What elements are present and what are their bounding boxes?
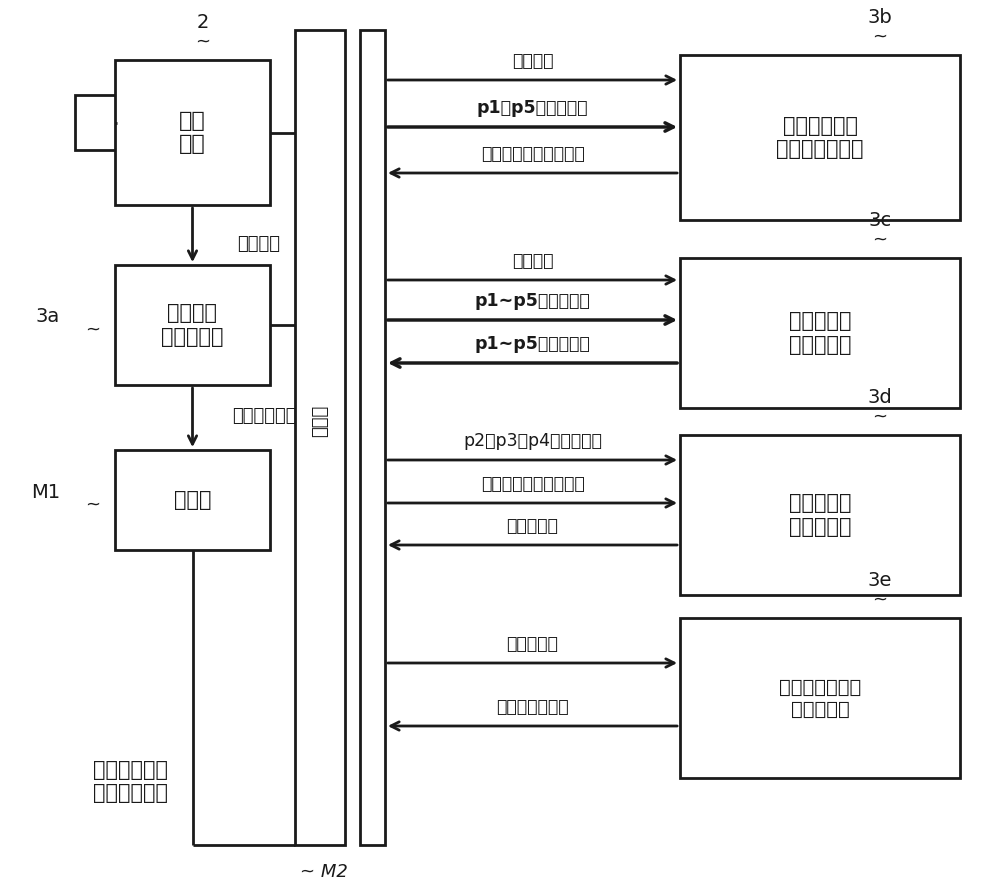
Text: 3c: 3c [868, 211, 892, 229]
Text: 相机参数: 相机参数 [512, 252, 553, 270]
Text: ~ M2: ~ M2 [300, 863, 348, 881]
Text: 3e: 3e [868, 571, 892, 589]
Text: 线传
感器: 线传 感器 [179, 111, 206, 154]
Bar [680, 435, 960, 595]
Text: 磨损截面积: 磨损截面积 [507, 635, 558, 653]
Text: p1~p5的像素位置: p1~p5的像素位置 [475, 292, 590, 310]
Text: p1~p5的实际坐标: p1~p5的实际坐标 [475, 335, 590, 353]
Text: 残留直径相当值: 残留直径相当值 [496, 698, 569, 716]
Text: 磨损截面积
计算处理部: 磨损截面积 计算处理部 [789, 494, 851, 537]
Text: ~: ~ [872, 591, 888, 609]
Bar [680, 618, 960, 778]
Text: 电车线测定用
线传感器图像: 电车线测定用 线传感器图像 [92, 760, 168, 804]
Text: ~: ~ [85, 321, 100, 339]
Text: ~: ~ [85, 496, 100, 514]
Text: 电车线中心的实际坐标: 电车线中心的实际坐标 [481, 145, 584, 163]
Text: 相机参数: 相机参数 [512, 52, 553, 70]
Text: 线传感器
图像生成部: 线传感器 图像生成部 [161, 303, 224, 346]
Bar [115, 265, 270, 385]
Text: 线传感器图像: 线传感器图像 [232, 407, 297, 425]
Text: 3a: 3a [36, 307, 60, 327]
Bar [360, 30, 385, 845]
Bar [680, 55, 960, 220]
Text: 存储器: 存储器 [174, 490, 211, 510]
Text: ~: ~ [195, 33, 210, 51]
Text: 边界点位置
计算处理部: 边界点位置 计算处理部 [789, 311, 851, 354]
Bar [115, 450, 270, 550]
Text: 存储器: 存储器 [311, 405, 329, 438]
Text: p2、p3、p4的实际坐标: p2、p3、p4的实际坐标 [463, 432, 602, 450]
Text: ~: ~ [872, 28, 888, 46]
Bar [75, 95, 117, 150]
Bar [295, 30, 345, 845]
Text: M1: M1 [31, 483, 60, 501]
Bar [680, 258, 960, 408]
Text: 电车线中心的实际坐标: 电车线中心的实际坐标 [481, 475, 584, 493]
Bar [115, 60, 270, 205]
Text: 图像信号: 图像信号 [238, 235, 280, 253]
Text: 磨损截面积: 磨损截面积 [507, 517, 558, 535]
Text: 3b: 3b [868, 7, 892, 27]
Text: 2: 2 [196, 12, 209, 32]
Text: 3d: 3d [868, 387, 892, 407]
Text: ~: ~ [872, 231, 888, 249]
Text: p1、p5的像素位置: p1、p5的像素位置 [477, 99, 588, 117]
Text: ~: ~ [872, 408, 888, 426]
Text: 电车线中心点
位置计算处理部: 电车线中心点 位置计算处理部 [776, 116, 864, 159]
Text: 残留直径相当值
计算处理部: 残留直径相当值 计算处理部 [779, 678, 861, 719]
